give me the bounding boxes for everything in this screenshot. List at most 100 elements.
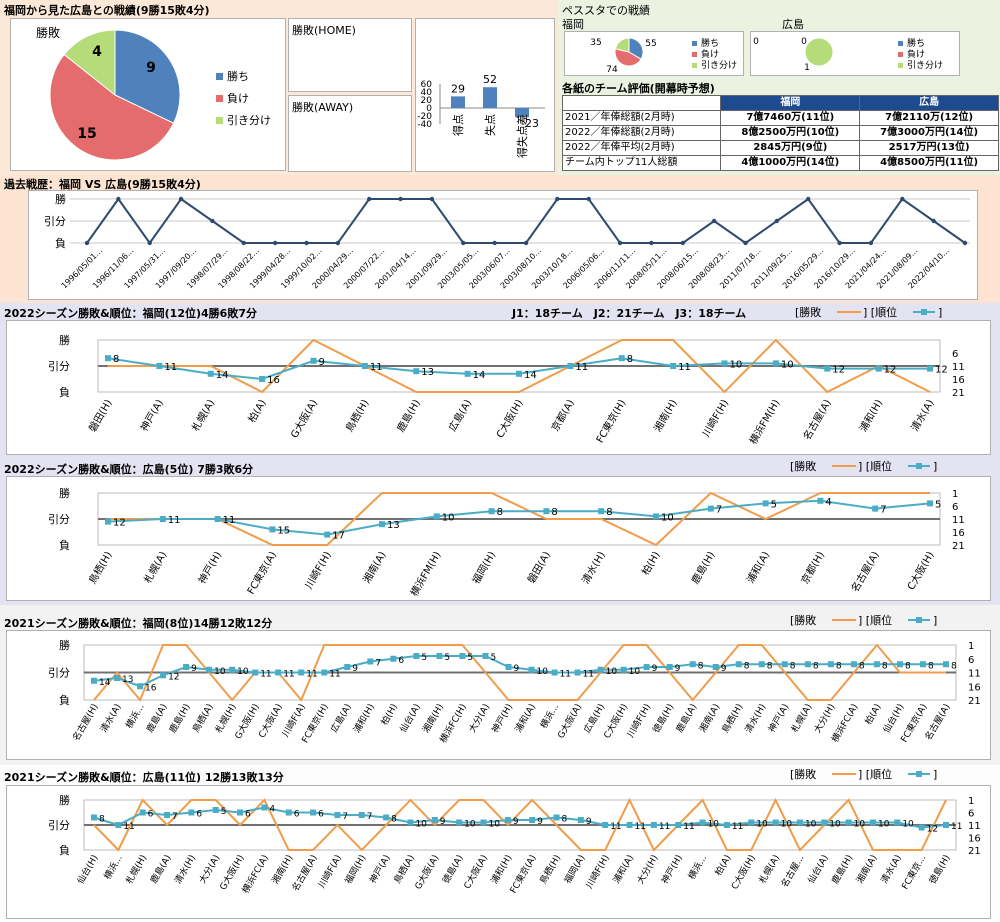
- season-rank-marker: [464, 370, 471, 377]
- season-rank-marker: [598, 508, 605, 515]
- evaluation-row: チーム内トップ11人総額 4億1000万円(14位) 4億8500万円(11位): [561, 155, 999, 171]
- evaluation-corner-cell: [561, 95, 722, 111]
- season-y-label: 勝: [59, 793, 70, 807]
- season-rank-marker: [237, 809, 244, 816]
- season-rank-label: 11: [659, 822, 670, 832]
- season-rank-label: 11: [223, 515, 236, 526]
- season-opponent-label: 仙台(H): [880, 702, 906, 736]
- season-opponent-label: 京都(A): [548, 397, 577, 434]
- season-rank-marker: [413, 368, 420, 375]
- season-rank-marker: [772, 360, 779, 367]
- season-rank-marker: [821, 819, 828, 826]
- season-opponent-label: 鹿島(A): [673, 702, 699, 735]
- season-opponent-label: 浦和(A): [610, 853, 636, 886]
- season-rank-label: 12: [168, 672, 179, 682]
- season-rank-label: 13: [387, 520, 400, 531]
- history-point: [210, 218, 215, 224]
- season-legend-label: ]: [938, 306, 942, 319]
- season-rank-marker: [650, 822, 657, 828]
- season-rank-marker: [214, 516, 221, 522]
- season-rank-marker: [188, 809, 195, 816]
- season-rank-label: 8: [744, 661, 750, 671]
- history-y-label: 引分: [44, 214, 66, 228]
- away-pie-box: [288, 95, 412, 172]
- pie-data-label: 74: [606, 65, 618, 75]
- season-rank-label: 5: [421, 653, 427, 663]
- season-opponent-label: 湘南(H): [420, 702, 446, 736]
- season-rank-marker: [164, 812, 171, 818]
- season-rank-marker: [516, 370, 522, 377]
- history-point: [711, 218, 717, 224]
- season-rank-marker: [91, 677, 97, 684]
- season-rank-label: 11: [583, 670, 594, 680]
- season-opponent-label: 札幌(A): [141, 549, 170, 586]
- season-rank-label: 11: [683, 822, 694, 832]
- season-rank-label: 8: [836, 661, 842, 671]
- goals-bar: [451, 96, 465, 108]
- history-point: [774, 218, 780, 224]
- season-rank-marker: [114, 675, 121, 681]
- history-point: [617, 240, 623, 246]
- pie-slice: [804, 37, 834, 67]
- season-opponent-label: 名古屋(A): [800, 397, 834, 442]
- season-rank-tick: 6: [968, 809, 974, 820]
- history-point: [178, 196, 184, 202]
- season-y-label: 勝: [59, 333, 70, 347]
- season-rank-label: 11: [635, 822, 646, 832]
- home-pie-box: [288, 18, 412, 92]
- season-opponent-label: 大分(A): [466, 702, 492, 735]
- evaluation-title: 各紙のチーム評価(開幕時予想): [562, 82, 715, 95]
- legend-swatch: [898, 41, 903, 46]
- season-rank-tick: 16: [952, 528, 965, 539]
- season-opponent-label: 湘南(A): [360, 549, 389, 586]
- season-rank-marker: [597, 666, 604, 673]
- goals-axis-tick: -20: [417, 112, 432, 122]
- season-rank-label: 8: [951, 661, 957, 671]
- season-rank-label: 8: [813, 661, 819, 671]
- season-rank-label: 10: [781, 359, 794, 370]
- season-rank-marker: [115, 822, 122, 828]
- season-opponent-label: 鹿島(A): [144, 702, 170, 735]
- season-rank-marker: [620, 666, 627, 673]
- season-rank-label: 10: [537, 667, 549, 677]
- season-rank-label: 11: [123, 822, 134, 832]
- evaluation-col-hiroshima: 広島: [859, 95, 999, 111]
- legend-label: 勝ち: [701, 37, 719, 49]
- season-opponent-label: 神戸(H): [195, 549, 224, 586]
- season-rank-marker: [259, 376, 266, 382]
- season-rank-label: 10: [756, 820, 768, 830]
- season-rank-label: 5: [771, 499, 777, 510]
- season-result-line: [93, 643, 946, 702]
- division-note: J1：18チーム J2：21チーム J3：18チーム: [512, 307, 747, 320]
- season-opponent-label: 名古屋...: [778, 853, 806, 890]
- season-legend-label: ] [順位: [863, 305, 897, 319]
- season-rank-label: 10: [442, 512, 455, 523]
- season-opponent-label: 仙台(A): [397, 702, 423, 735]
- season-legend-label: [勝敗: [790, 767, 816, 781]
- season-rank-marker: [261, 804, 268, 811]
- season-rank-label: 14: [99, 678, 111, 688]
- season-rank-label: 6: [398, 656, 404, 666]
- season-rank-label: 10: [214, 667, 226, 677]
- season-rank-label: 8: [882, 661, 888, 671]
- season-rank-marker: [156, 363, 163, 369]
- legend-label: 勝ち: [227, 69, 249, 83]
- pie-data-label: 0: [753, 37, 759, 47]
- history-point: [649, 240, 654, 246]
- season-opponent-label: 清水(H): [742, 702, 768, 736]
- season-2021-hiroshima-title: 2021シーズン勝敗&順位：広島(11位) 12勝13敗13分: [4, 771, 284, 784]
- season-rank-label: 12: [832, 365, 845, 376]
- season-opponent-label: 清水(A): [878, 853, 904, 886]
- season-opponent-label: 川崎F(H): [583, 853, 612, 891]
- history-y-label: 勝: [55, 192, 66, 206]
- season-rank-label: 8: [551, 507, 557, 518]
- history-title: 過去戦歴：福岡 VS 広島(9勝15敗4分): [4, 178, 201, 191]
- legend-swatch: [692, 41, 697, 46]
- season-rank-marker: [643, 664, 650, 670]
- goals-axis-tick: 60: [421, 80, 433, 90]
- season-rank-label: 5: [444, 653, 450, 663]
- season-rank-tick: 6: [952, 502, 958, 513]
- season-rank-tick: 21: [968, 846, 981, 857]
- season-opponent-label: 鹿島(H): [688, 549, 717, 586]
